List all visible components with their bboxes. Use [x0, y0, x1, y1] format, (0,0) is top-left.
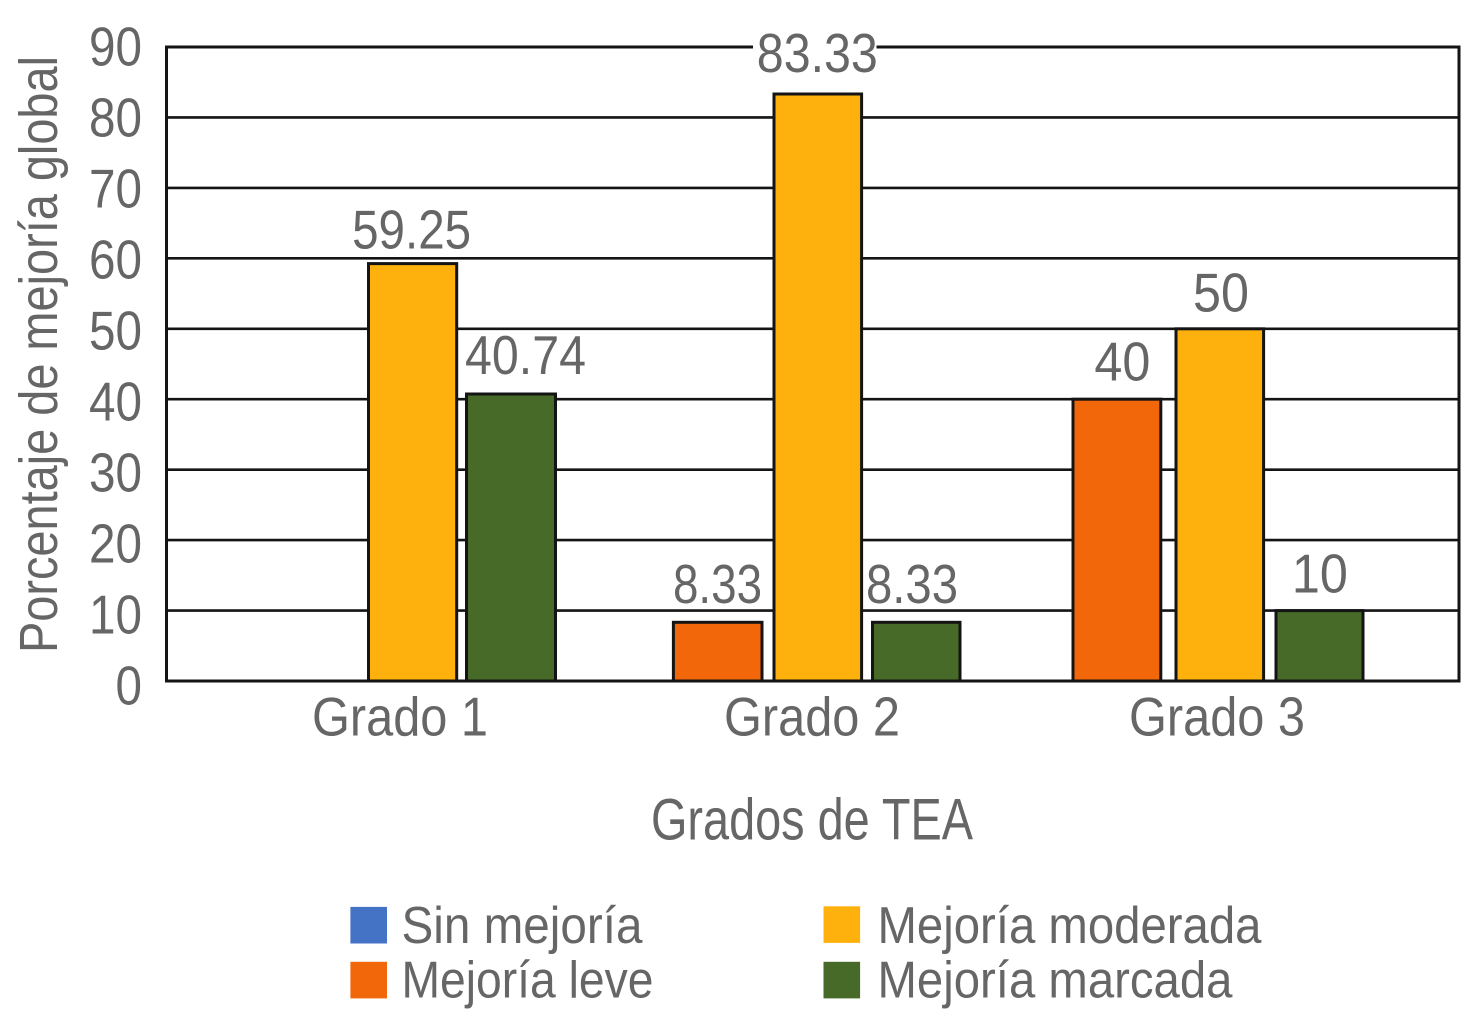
svg-text:90: 90: [89, 15, 142, 77]
svg-text:8.33: 8.33: [673, 553, 762, 615]
svg-text:Grados de TEA: Grados de TEA: [651, 787, 973, 852]
svg-text:Mejoría leve: Mejoría leve: [402, 952, 654, 1010]
svg-text:0: 0: [116, 655, 143, 717]
svg-text:60: 60: [89, 228, 142, 290]
svg-text:80: 80: [89, 86, 142, 148]
svg-text:Grado 3: Grado 3: [1129, 685, 1305, 747]
svg-text:50: 50: [89, 299, 142, 361]
svg-text:Grado 2: Grado 2: [724, 685, 900, 747]
svg-text:40: 40: [89, 370, 142, 432]
svg-text:Sin mejoría: Sin mejoría: [402, 897, 643, 955]
svg-text:Mejoría moderada: Mejoría moderada: [878, 897, 1262, 955]
svg-text:Grado 1: Grado 1: [312, 685, 488, 747]
svg-text:8.33: 8.33: [866, 553, 958, 615]
svg-text:10: 10: [1292, 543, 1348, 605]
svg-text:30: 30: [89, 441, 142, 503]
svg-text:20: 20: [89, 512, 142, 574]
svg-text:83.33: 83.33: [757, 22, 878, 84]
svg-text:Porcentaje de mejoría global: Porcentaje de mejoría global: [9, 56, 69, 653]
svg-text:50: 50: [1193, 262, 1249, 324]
svg-text:40.74: 40.74: [465, 324, 586, 386]
svg-text:70: 70: [89, 157, 142, 219]
svg-text:Mejoría marcada: Mejoría marcada: [878, 952, 1233, 1010]
svg-text:40: 40: [1094, 330, 1150, 392]
svg-text:59.25: 59.25: [352, 199, 471, 261]
svg-text:10: 10: [89, 584, 142, 646]
